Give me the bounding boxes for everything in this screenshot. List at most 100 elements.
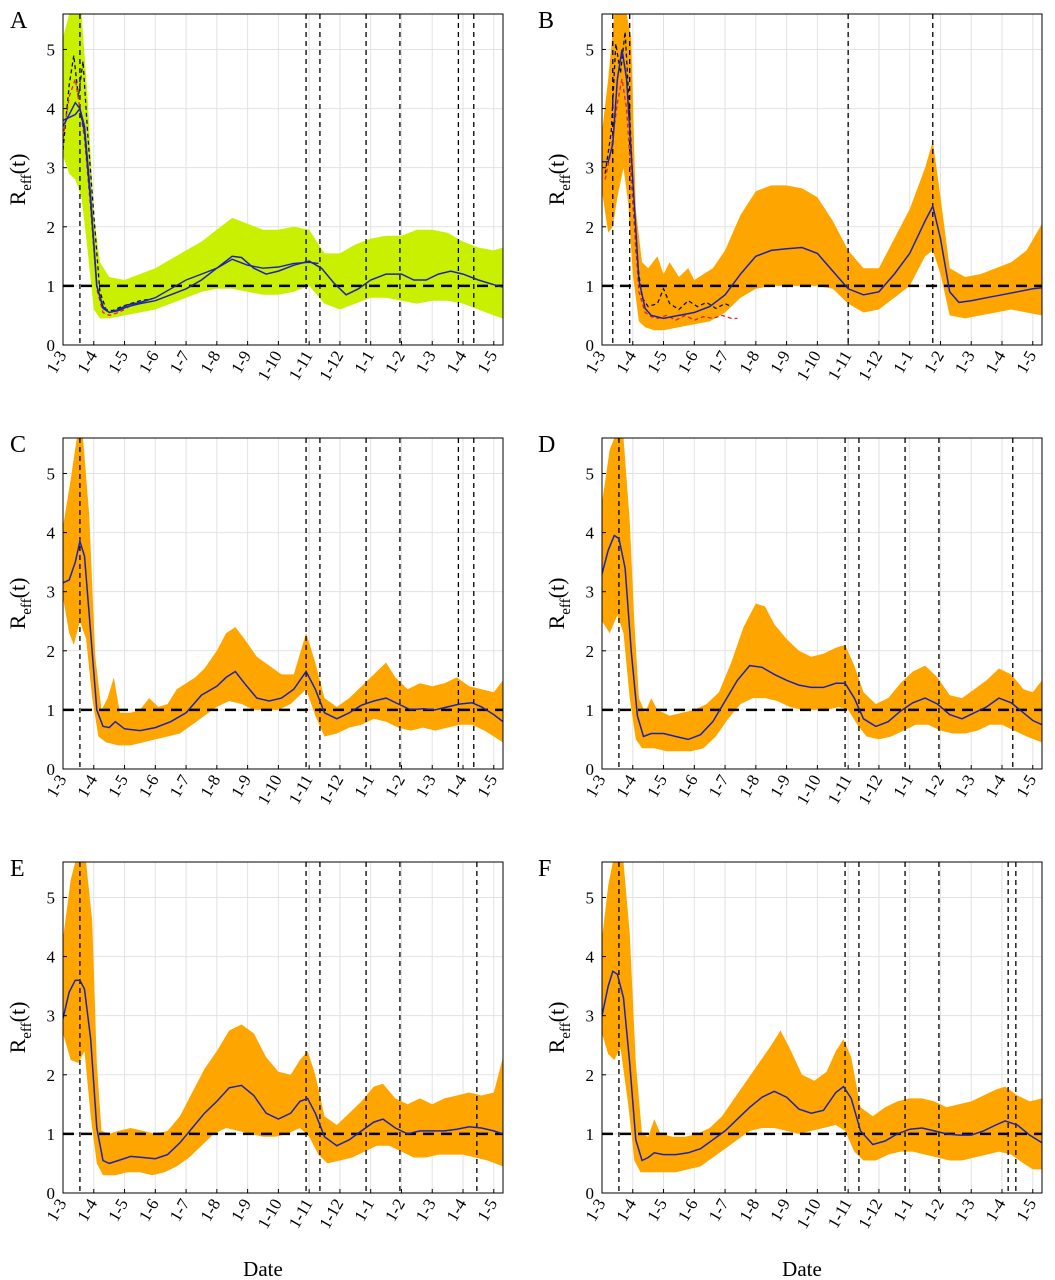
x-tick-label: 1-4 (73, 347, 101, 377)
x-tick-label: 1-5 (1012, 348, 1040, 377)
x-tick-label: 1-11 (285, 772, 317, 808)
x-tick-label: 1-7 (705, 347, 733, 377)
x-tick-label: 1-6 (135, 772, 163, 801)
y-tick-label: 4 (47, 948, 56, 967)
x-tick-label: 1-1 (889, 348, 917, 377)
x-tick-label: 1-1 (350, 348, 378, 377)
x-tick-label: 1-8 (736, 1196, 764, 1225)
plot-content (602, 438, 1042, 769)
panel-letter: A (10, 8, 28, 34)
x-tick-label: 1-12 (854, 772, 886, 808)
x-tick-label: 1-1 (889, 772, 917, 801)
confidence-band (63, 862, 503, 1176)
y-label-sub: eff (19, 598, 35, 614)
x-tick-label: 1-8 (197, 772, 225, 801)
x-tick-label: 1-6 (135, 348, 163, 377)
y-label-suffix: (t) (544, 1002, 569, 1023)
x-tick-label: 1-7 (166, 1195, 194, 1225)
y-tick-label: 2 (47, 218, 56, 237)
x-tick-label: 1-4 (443, 1195, 471, 1225)
x-tick-label: 1-12 (315, 348, 347, 384)
y-tick-label: 0 (47, 1184, 56, 1203)
x-tick-label: 1-3 (412, 1196, 440, 1225)
x-tick-label: 1-7 (705, 771, 733, 801)
x-tick-label: 1-9 (227, 1196, 255, 1225)
series-main-line (63, 106, 503, 314)
y-tick-label: 3 (586, 583, 595, 602)
y-tick-label: 4 (47, 100, 56, 119)
y-tick-label: 2 (586, 642, 595, 661)
x-tick-label: 1-3 (412, 348, 440, 377)
confidence-band (602, 14, 1042, 331)
y-tick-label: 4 (586, 524, 595, 543)
y-label-sub: eff (19, 1022, 35, 1038)
x-tick-label: 1-11 (824, 1196, 856, 1232)
x-tick-label: 1-8 (197, 1196, 225, 1225)
y-tick-label: 3 (47, 159, 56, 178)
plot-content (63, 438, 503, 769)
x-tick-label: 1-4 (612, 347, 640, 377)
plot-content (63, 862, 503, 1193)
axes-frame (62, 437, 504, 770)
x-tick-label: 1-6 (135, 1196, 163, 1225)
y-label-main: R (544, 614, 569, 629)
x-tick-label: 1-6 (674, 772, 702, 801)
plot-content (63, 14, 503, 345)
x-tick-label: 1-12 (315, 772, 347, 808)
y-label-sub: eff (558, 598, 574, 614)
x-tick-label: 1-5 (104, 1196, 132, 1225)
y-tick-label: 2 (586, 1066, 595, 1085)
x-tick-label: 1-5 (1012, 1196, 1040, 1225)
y-tick-label: 1 (47, 277, 56, 296)
y-tick-label: 0 (586, 336, 595, 355)
y-tick-label: 3 (47, 1007, 56, 1026)
x-tick-label: 1-5 (473, 772, 501, 801)
x-tick-label: 1-6 (674, 348, 702, 377)
x-tick-label: 1-4 (443, 347, 471, 377)
series-secondary-line (63, 101, 319, 314)
x-tick-label: 1-5 (643, 1196, 671, 1225)
x-tick-label: 1-8 (736, 772, 764, 801)
x-tick-label: 1-3 (951, 772, 979, 801)
x-tick-label: 1-11 (824, 348, 856, 384)
axes-frame (601, 13, 1043, 346)
y-axis-label: Reff(t) (544, 154, 574, 206)
x-tick-label: 1-4 (612, 771, 640, 801)
x-tick-label: 1-11 (285, 348, 317, 384)
y-tick-label: 1 (586, 701, 595, 720)
y-tick-label: 1 (586, 1125, 595, 1144)
x-tick-label: 1-9 (227, 348, 255, 377)
x-tick-label: 1-9 (227, 772, 255, 801)
x-tick-label: 1-7 (166, 347, 194, 377)
x-tick-label: 1-5 (104, 348, 132, 377)
plot-content (602, 862, 1042, 1193)
y-tick-label: 0 (586, 1184, 595, 1203)
series-main-line (63, 979, 503, 1165)
x-tick-label: 1-4 (443, 771, 471, 801)
y-tick-label: 2 (47, 1066, 56, 1085)
x-tick-label: 1-3 (412, 772, 440, 801)
series-dashed-black (63, 55, 153, 312)
y-tick-label: 2 (586, 218, 595, 237)
y-tick-label: 2 (47, 642, 56, 661)
x-tick-label: 1-2 (920, 348, 948, 377)
x-tick-label: 1-1 (889, 1196, 917, 1225)
x-tick-label: 1-2 (920, 772, 948, 801)
panel-letter: F (538, 856, 551, 882)
y-label-main: R (544, 190, 569, 205)
y-tick-label: 1 (47, 701, 56, 720)
confidence-band (63, 14, 503, 319)
x-tick-label: 1-9 (766, 772, 794, 801)
x-tick-label: 1-10 (793, 772, 825, 808)
y-axis-label: Reff(t) (544, 578, 574, 630)
x-tick-label: 1-5 (473, 1196, 501, 1225)
y-label-main: R (5, 1038, 30, 1053)
y-tick-label: 0 (586, 760, 595, 779)
y-tick-label: 3 (586, 1007, 595, 1026)
axes-frame (62, 861, 504, 1194)
